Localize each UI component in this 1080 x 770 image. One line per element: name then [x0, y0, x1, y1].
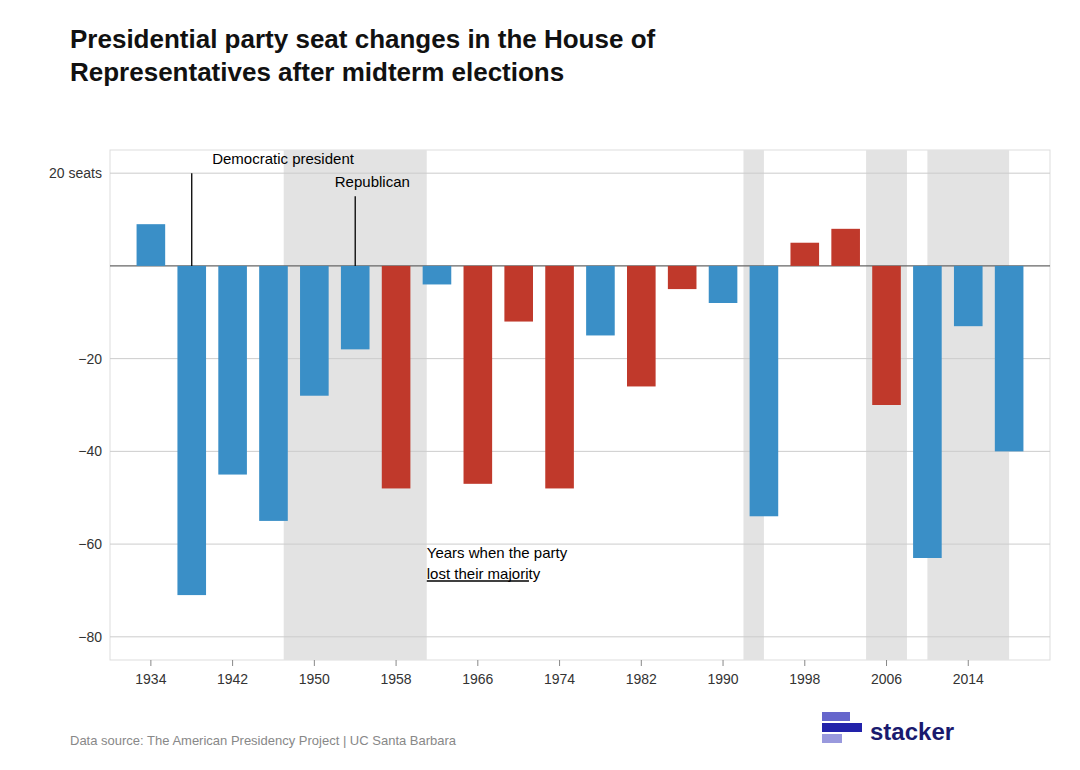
- title-line: Presidential party seat changes in the H…: [70, 24, 656, 54]
- bar: [668, 266, 697, 289]
- y-tick-label: −20: [78, 351, 102, 367]
- x-tick-label: 1966: [462, 671, 493, 687]
- chart: Presidential party seat changes in the H…: [0, 0, 1080, 770]
- grid-line: [110, 451, 1050, 452]
- x-tick: [641, 660, 642, 666]
- x-tick-label: 1974: [544, 671, 575, 687]
- x-tick-label: 1990: [707, 671, 738, 687]
- bar: [259, 266, 288, 521]
- plot-frame: [110, 150, 1050, 660]
- x-tick: [723, 660, 724, 666]
- source: Data source: The American Presidency Pro…: [70, 733, 457, 748]
- annotation: Years when the party lost their majority: [427, 544, 568, 582]
- bar: [177, 266, 206, 595]
- grid-line: [110, 358, 1050, 359]
- bar: [627, 266, 656, 387]
- grid-line: [110, 173, 1050, 174]
- bar: [464, 266, 493, 484]
- logo-bar: [822, 712, 850, 721]
- y-tick-label: 20 seats: [49, 165, 102, 181]
- x-tick: [886, 660, 887, 666]
- y-tick-label: −60: [78, 536, 102, 552]
- bar: [504, 266, 533, 322]
- plot-area: [110, 150, 1050, 660]
- x-tick: [396, 660, 397, 666]
- annotation-line-text: Years when the party: [427, 544, 568, 561]
- bar: [137, 224, 166, 266]
- x-tick: [559, 660, 560, 666]
- x-tick-label: 1934: [135, 671, 166, 687]
- x-tick: [150, 660, 151, 666]
- logo-bar: [822, 734, 842, 743]
- x-tick-label: 1942: [217, 671, 248, 687]
- zero-line: [110, 265, 1050, 266]
- shaded-region: [284, 150, 345, 660]
- annotation-line: [191, 173, 192, 266]
- bar: [300, 266, 329, 396]
- bar: [382, 266, 411, 489]
- grid-line: [110, 636, 1050, 637]
- bar: [790, 243, 819, 266]
- x-tick-label: 1950: [299, 671, 330, 687]
- annotation: Republican: [335, 173, 410, 190]
- bar: [831, 229, 860, 266]
- x-tick: [232, 660, 233, 666]
- shaded-region: [345, 150, 427, 660]
- x-tick: [314, 660, 315, 666]
- bar: [954, 266, 983, 326]
- x-tick-label: 1958: [381, 671, 412, 687]
- annotation: Democratic president: [212, 150, 355, 167]
- annotation-rule: [427, 580, 529, 582]
- shaded-region: [866, 150, 907, 660]
- bar: [709, 266, 738, 303]
- x-tick: [804, 660, 805, 666]
- y-tick-label: −80: [78, 629, 102, 645]
- x-tick: [968, 660, 969, 666]
- bar: [872, 266, 901, 405]
- bar: [995, 266, 1024, 451]
- x-tick-label: 2014: [953, 671, 984, 687]
- logo-bar: [822, 723, 862, 732]
- bar: [750, 266, 779, 516]
- bar: [341, 266, 370, 349]
- annotation-line: [355, 196, 356, 266]
- logo: stacker: [822, 712, 954, 745]
- annotation-line-text: lost their majority: [427, 565, 541, 582]
- x-tick-label: 1998: [789, 671, 820, 687]
- bar: [218, 266, 247, 475]
- x-tick: [477, 660, 478, 666]
- title-line: Representatives after midterm elections: [70, 57, 564, 87]
- title: Presidential party seat changes in the H…: [70, 24, 656, 87]
- x-tick-label: 2006: [871, 671, 902, 687]
- x-tick-label: 1982: [626, 671, 657, 687]
- bar: [586, 266, 615, 336]
- bar: [545, 266, 574, 489]
- bar: [423, 266, 452, 285]
- grid-line: [110, 544, 1050, 545]
- bar: [913, 266, 942, 558]
- credit: stacker: [870, 718, 954, 745]
- y-tick-label: −40: [78, 443, 102, 459]
